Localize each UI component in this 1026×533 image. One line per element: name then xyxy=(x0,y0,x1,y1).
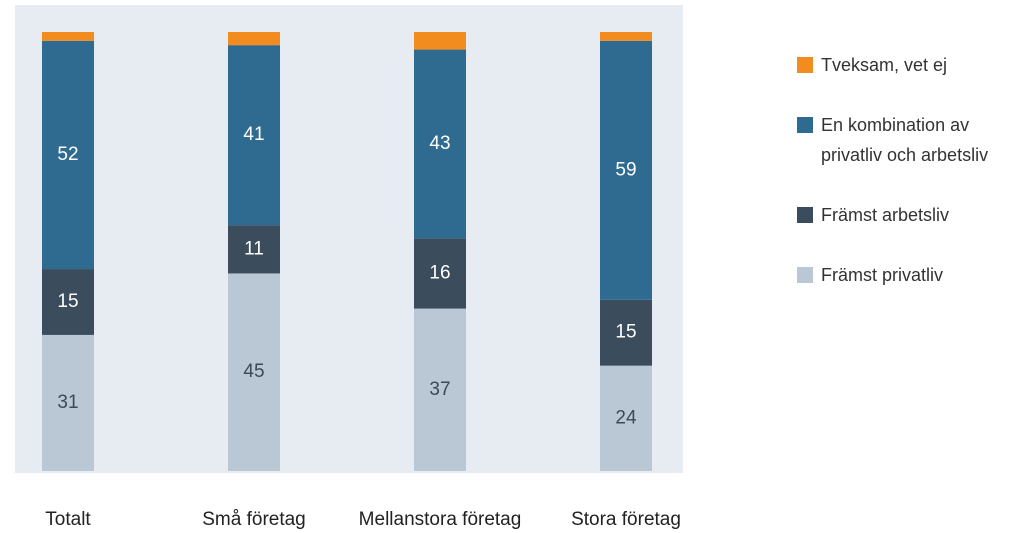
data-label: 45 xyxy=(243,361,264,382)
data-label: 24 xyxy=(615,407,637,428)
bar-segment xyxy=(42,32,94,41)
legend-label: Tveksam, vet ej xyxy=(821,55,948,75)
data-label: 52 xyxy=(57,144,78,165)
data-label: 16 xyxy=(429,262,450,283)
legend-item: En kombination av privatliv och arbetsli… xyxy=(797,110,1026,170)
chart: 31 15 52 Totalt 45 11 41 Små företag 37 16 43 Mella… xyxy=(15,5,683,530)
legend-swatch xyxy=(797,117,813,133)
legend-label: Främst arbetsliv xyxy=(821,205,950,225)
bar-segment xyxy=(228,32,280,46)
bar-segment xyxy=(414,32,466,50)
legend-item: Främst arbetsliv xyxy=(797,200,1026,230)
data-label: 31 xyxy=(57,392,78,413)
bar-segment xyxy=(600,299,652,366)
legend-item: Tveksam, vet ej xyxy=(797,50,1026,80)
x-tick-label: Mellanstora företag xyxy=(359,509,522,530)
bar-segment xyxy=(228,225,280,274)
bar-segment xyxy=(600,40,652,300)
bar-segment xyxy=(414,238,466,309)
legend-item: Främst privatliv xyxy=(797,260,1026,290)
data-label: 15 xyxy=(615,322,636,343)
legend: Tveksam, vet ej En kombination av privatl… xyxy=(797,50,1026,320)
x-tick-label: Små företag xyxy=(202,509,306,530)
bar-segment xyxy=(42,334,94,471)
bar-segment xyxy=(414,308,466,471)
bar-segment xyxy=(600,365,652,471)
bar-segment xyxy=(42,269,94,335)
legend-swatch xyxy=(797,57,813,73)
legend-label: En kombination av privatliv och arbetsli… xyxy=(821,115,989,165)
bar-segment xyxy=(600,32,652,41)
plot-background xyxy=(15,5,683,473)
bar-segment xyxy=(228,45,280,226)
data-label: 59 xyxy=(615,159,636,180)
x-tick-label: Totalt xyxy=(45,509,91,530)
x-tick-label: Stora företag xyxy=(571,509,681,530)
data-label: 41 xyxy=(243,124,264,145)
bar-segment xyxy=(414,49,466,239)
data-label: 43 xyxy=(429,133,450,154)
bar-segment xyxy=(228,273,280,471)
data-label: 15 xyxy=(57,291,78,312)
data-label: 11 xyxy=(244,238,264,259)
bar-segment xyxy=(42,40,94,270)
legend-swatch xyxy=(797,267,813,283)
data-label: 37 xyxy=(429,379,450,400)
legend-swatch xyxy=(797,207,813,223)
legend-label: Främst privatliv xyxy=(821,265,944,285)
